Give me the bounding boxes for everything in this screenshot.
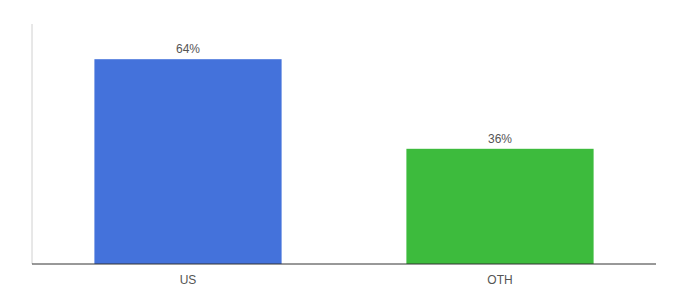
data-label: 36% <box>488 132 512 146</box>
bar <box>94 59 281 264</box>
chart-svg: US OTH 64% 36% <box>0 0 680 300</box>
bars <box>94 59 593 264</box>
chart-container: US OTH 64% 36% <box>0 0 680 300</box>
x-tick-label: US <box>180 273 197 287</box>
data-label: 64% <box>176 42 200 56</box>
y-axis-line <box>32 24 33 264</box>
page: {"chart_data": {"type": "bar", "categori… <box>0 0 680 300</box>
x-axis-line <box>32 264 656 265</box>
plot-area: US OTH 64% 36% <box>32 24 656 287</box>
x-tick-label: OTH <box>487 273 512 287</box>
bar <box>406 149 593 264</box>
